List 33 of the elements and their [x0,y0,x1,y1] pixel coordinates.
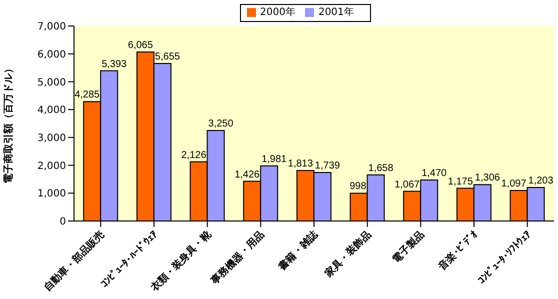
y-axis-title: 電子商取引額（百万ドル） [2,64,15,184]
data-label: 5,655 [154,51,180,62]
data-label: 1,981 [262,154,288,165]
y-tick-label: 7,000 [37,22,66,33]
data-label: 1,813 [288,158,314,170]
y-tick-label: 6,000 [37,49,66,60]
y-tick-label: 5,000 [37,77,66,88]
data-label: 4,285 [74,90,100,101]
y-tick-label: 2,000 [37,160,66,172]
x-tick-label: 書籍・雑誌 [276,228,321,274]
data-label: 998 [350,181,367,192]
y-tick-label: 1,000 [37,188,66,200]
data-label: 1,097 [501,178,527,190]
x-tick-label: 家具・装飾品 [322,228,374,280]
data-label: 1,739 [314,160,340,172]
data-label: 1,306 [474,172,500,184]
y-tick-label: 0 [60,216,66,228]
data-label: 2,126 [181,150,207,161]
data-label: 1,203 [528,175,554,186]
data-label: 1,470 [422,168,448,180]
x-tick-label: 音楽･ﾋﾞﾃﾞｵ [436,228,480,274]
data-label: 1,658 [368,162,394,174]
y-tick-label: 4,000 [37,105,66,116]
legend-label: 2000年 [260,7,296,18]
y-tick-label: 3,000 [37,132,66,144]
data-label: 1,067 [394,179,420,190]
data-label: 6,065 [128,40,154,52]
data-label: 1,175 [448,176,474,188]
legend-label: 2001年 [318,7,354,18]
x-tick-label: 電子製品 [390,228,427,266]
data-label: 5,393 [102,58,128,70]
data-label: 3,250 [208,118,234,130]
data-label: 1,426 [234,169,260,180]
